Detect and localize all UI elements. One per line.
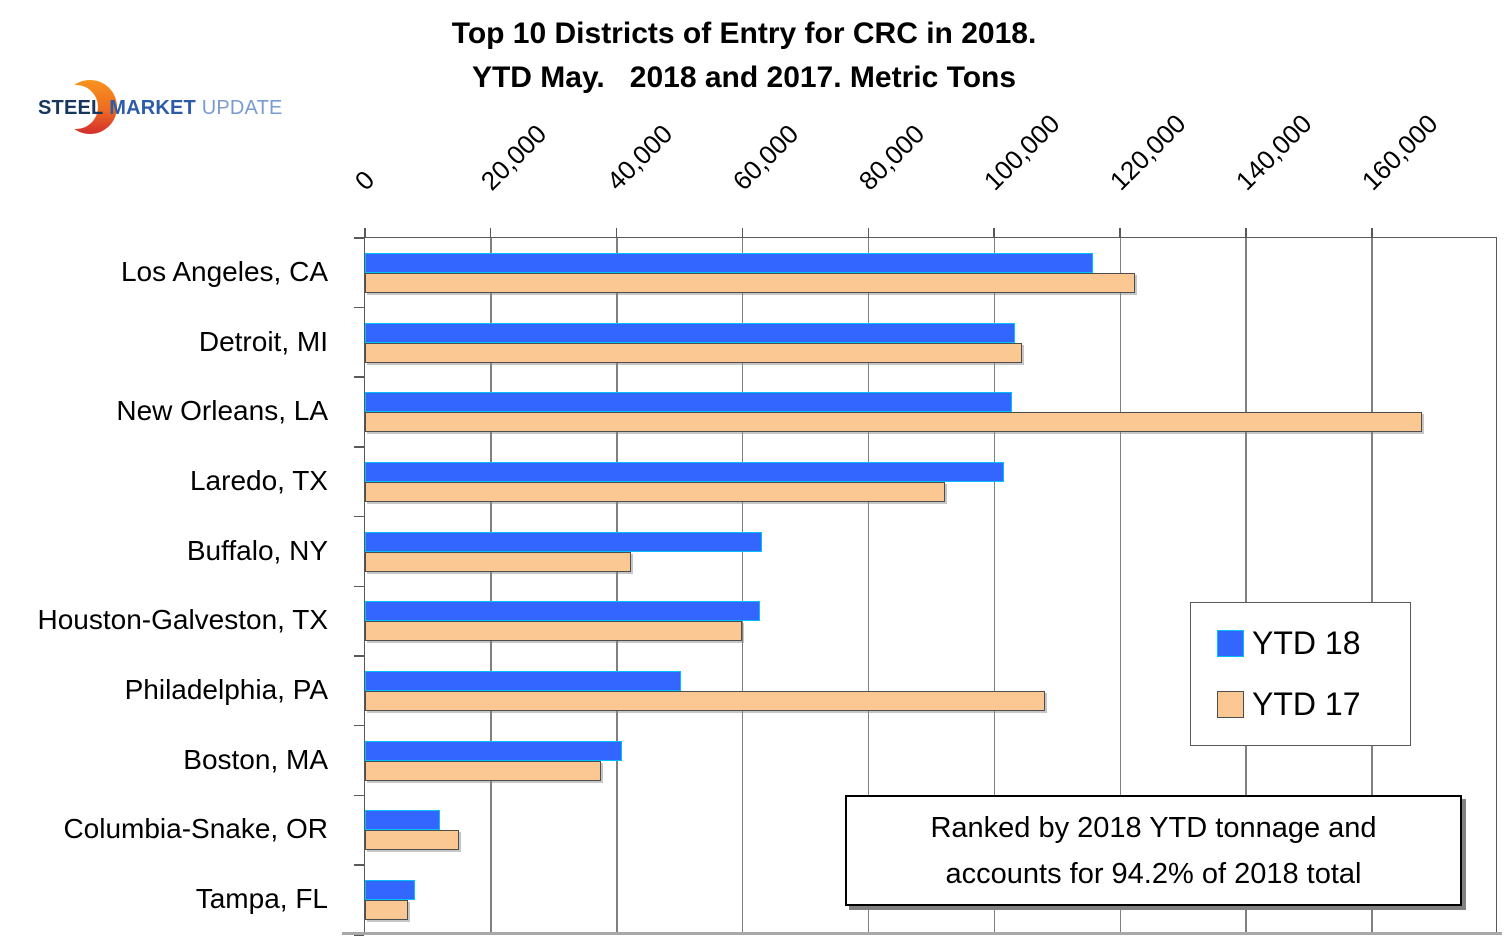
x-tick-label: 80,000 xyxy=(852,118,930,196)
legend-item-ytd18: YTD 18 xyxy=(1217,625,1410,662)
category-axis-tick xyxy=(354,515,364,518)
category-axis-tick xyxy=(354,376,364,378)
category-axis-tick xyxy=(354,585,364,587)
bar-ytd18-detroit-mi xyxy=(365,322,1015,343)
axis-tick xyxy=(615,228,618,237)
category-axis-tick xyxy=(354,306,364,309)
category-label: Columbia-Snake, OR xyxy=(63,813,328,845)
bar-row xyxy=(365,377,1496,447)
category-axis-tick xyxy=(354,724,364,727)
x-tick-label: 120,000 xyxy=(1104,108,1192,196)
bar-row xyxy=(365,308,1496,378)
x-tick-label: 20,000 xyxy=(474,118,553,196)
chart-title-line2: YTD May. 2018 and 2017. Metric Tons xyxy=(471,61,1017,94)
axis-tick xyxy=(1371,228,1373,237)
legend-swatch-ytd18 xyxy=(1217,630,1244,657)
category-axis-tick xyxy=(354,446,364,448)
bar-ytd18-columbia-snake-or xyxy=(365,810,440,831)
legend-label-ytd18: YTD 18 xyxy=(1252,625,1361,661)
x-tick-label: 160,000 xyxy=(1355,108,1444,196)
bar-ytd17-columbia-snake-or xyxy=(365,830,460,851)
x-tick-label: 100,000 xyxy=(978,108,1066,196)
gridline xyxy=(1119,238,1122,933)
bar-ytd17-houston-galveston-tx xyxy=(365,621,743,642)
bar-ytd18-tampa-fl xyxy=(365,880,415,901)
chart-title: Top 10 Districts of Entry for CRC in 201… xyxy=(364,12,1124,100)
gridline xyxy=(741,238,744,933)
bar-row xyxy=(365,865,1496,935)
axis-tick xyxy=(741,228,744,237)
bar-row xyxy=(365,517,1496,587)
category-axis-tick xyxy=(354,237,364,239)
bar-ytd17-los-angeles-ca xyxy=(365,272,1135,293)
x-tick-label: 60,000 xyxy=(726,118,804,196)
chart-title-line1: Top 10 Districts of Entry for CRC in 201… xyxy=(451,17,1037,50)
bar-ytd18-houston-galveston-tx xyxy=(365,601,760,622)
plot-area xyxy=(364,237,1497,934)
axis-tick xyxy=(1119,228,1121,237)
bar-ytd17-philadelphia-pa xyxy=(365,691,1046,712)
gridline xyxy=(490,238,492,933)
annotation-box: Ranked by 2018 YTD tonnage and accounts … xyxy=(845,795,1462,906)
bar-row xyxy=(365,587,1496,657)
category-label: Boston, MA xyxy=(183,743,328,775)
steel-market-update-logo: STEEL MARKET UPDATE xyxy=(30,75,282,145)
legend-item-ytd17: YTD 17 xyxy=(1217,686,1410,723)
bar-ytd18-buffalo-ny xyxy=(365,531,762,552)
gridline xyxy=(1245,238,1247,933)
gridline xyxy=(616,238,618,933)
bar-ytd17-boston-ma xyxy=(365,760,602,781)
bar-row xyxy=(365,656,1496,726)
category-label: Laredo, TX xyxy=(189,464,328,496)
logo-word-update: UPDATE xyxy=(201,97,283,119)
x-tick-label: 40,000 xyxy=(600,118,679,196)
legend: YTD 18 YTD 17 xyxy=(1190,602,1411,746)
axis-tick xyxy=(993,228,995,237)
bar-row xyxy=(365,447,1496,517)
bar-ytd18-new-orleans-la xyxy=(365,392,1013,413)
axis-tick xyxy=(867,228,870,237)
logo-word-market: MARKET xyxy=(109,97,196,119)
x-tick-label: 140,000 xyxy=(1230,108,1318,196)
logo-word-steel: STEEL xyxy=(38,97,104,119)
bar-ytd18-los-angeles-ca xyxy=(365,252,1094,273)
bar-ytd18-laredo-tx xyxy=(365,461,1004,482)
axis-tick xyxy=(1245,228,1247,237)
legend-label-ytd17: YTD 17 xyxy=(1252,686,1361,722)
legend-swatch-ytd17 xyxy=(1217,691,1244,718)
annotation-line2: accounts for 94.2% of 2018 total xyxy=(945,857,1362,890)
category-label: Detroit, MI xyxy=(198,325,328,357)
category-label: Los Angeles, CA xyxy=(120,255,328,287)
bar-ytd18-philadelphia-pa xyxy=(365,671,681,692)
category-label: Buffalo, NY xyxy=(186,534,328,566)
category-label: Houston-Galveston, TX xyxy=(37,604,328,636)
x-tick-label: 0 xyxy=(348,164,381,196)
bar-ytd17-new-orleans-la xyxy=(365,412,1422,433)
bar-ytd17-laredo-tx xyxy=(365,481,945,502)
category-axis-tick xyxy=(354,655,364,657)
category-axis-tick xyxy=(354,864,364,866)
category-axis-tick xyxy=(354,794,364,797)
category-axis-baseline xyxy=(342,932,1502,935)
annotation-line1: Ranked by 2018 YTD tonnage and xyxy=(930,811,1377,844)
category-label: Philadelphia, PA xyxy=(124,674,328,706)
bar-ytd17-buffalo-ny xyxy=(365,551,632,572)
bar-row xyxy=(365,726,1496,796)
axis-tick xyxy=(364,228,366,237)
bar-row xyxy=(365,796,1496,866)
axis-tick xyxy=(489,228,492,237)
gridline xyxy=(1371,238,1373,933)
bar-row xyxy=(365,238,1496,308)
category-label: New Orleans, LA xyxy=(116,395,328,427)
bar-ytd18-boston-ma xyxy=(365,740,622,761)
bar-ytd17-detroit-mi xyxy=(365,342,1023,363)
gridline xyxy=(993,238,996,933)
category-label: Tampa, FL xyxy=(195,883,328,915)
gridline xyxy=(867,238,870,933)
bar-ytd17-tampa-fl xyxy=(365,900,408,921)
